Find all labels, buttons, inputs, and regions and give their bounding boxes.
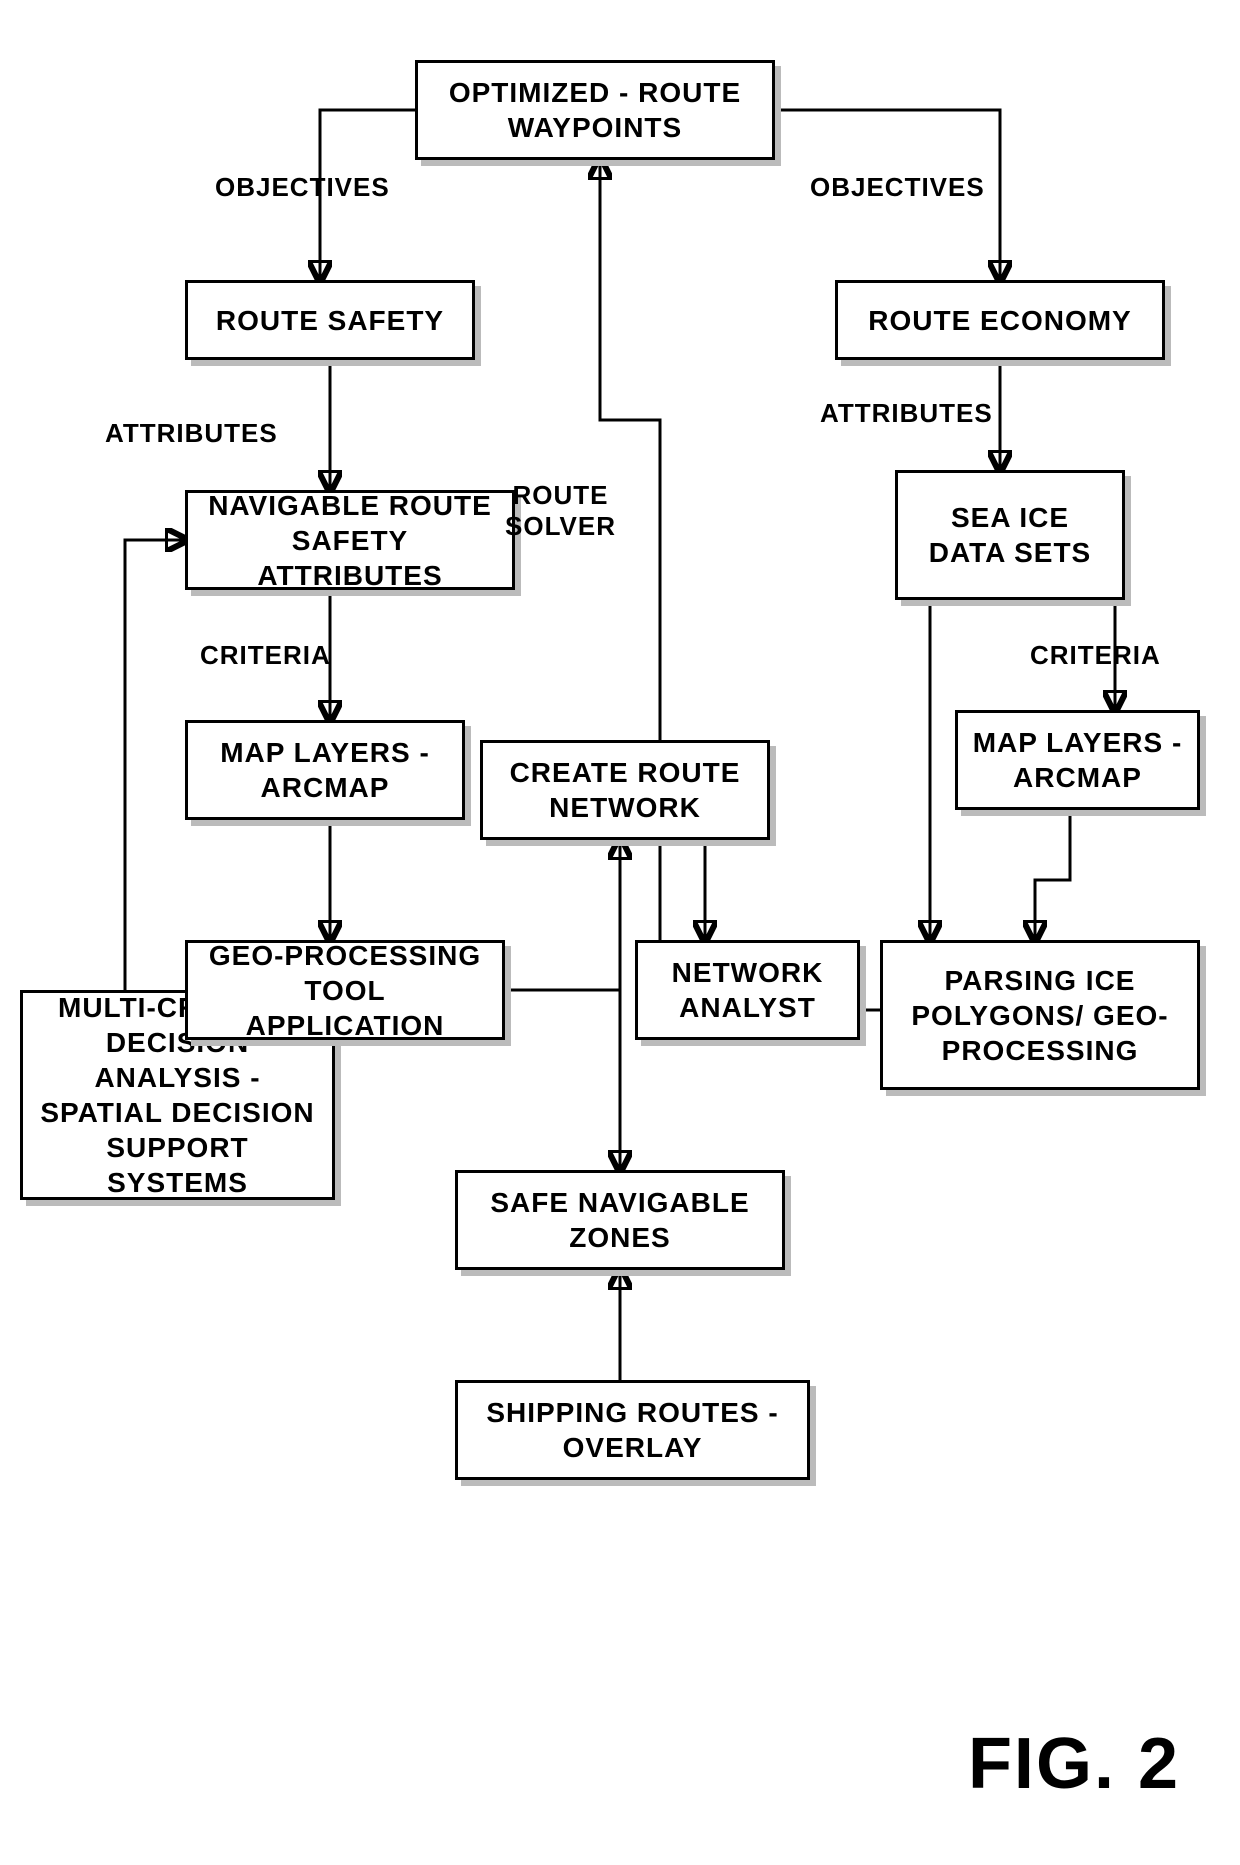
node-geo-tool: GEO-PROCESSING TOOL APPLICATION bbox=[185, 940, 505, 1040]
label-criteria-left: CRITERIA bbox=[200, 640, 331, 671]
edge-mapR-to-parse bbox=[1035, 810, 1070, 940]
node-map-layers-right: MAP LAYERS - ARCMAP bbox=[955, 710, 1200, 810]
label-attributes-right: ATTRIBUTES bbox=[820, 398, 993, 429]
diagram-canvas: OPTIMIZED - ROUTE WAYPOINTS ROUTE SAFETY… bbox=[0, 0, 1240, 1865]
node-navigable-attrs: NAVIGABLE ROUTE SAFETY ATTRIBUTES bbox=[185, 490, 515, 590]
node-safe-navigable-zones: SAFE NAVIGABLE ZONES bbox=[455, 1170, 785, 1270]
label-route-solver: ROUTE SOLVER bbox=[505, 480, 616, 542]
edge-mcda-to-nav bbox=[125, 540, 185, 990]
edge-geo-to-safe bbox=[505, 990, 620, 1170]
label-objectives-left: OBJECTIVES bbox=[215, 172, 390, 203]
node-parsing-ice: PARSING ICE POLYGONS/ GEO-PROCESSING bbox=[880, 940, 1200, 1090]
node-create-route-network: CREATE ROUTE NETWORK bbox=[480, 740, 770, 840]
node-sea-ice-data: SEA ICE DATA SETS bbox=[895, 470, 1125, 600]
node-map-layers-left: MAP LAYERS - ARCMAP bbox=[185, 720, 465, 820]
label-criteria-right: CRITERIA bbox=[1030, 640, 1161, 671]
node-optimized-waypoints: OPTIMIZED - ROUTE WAYPOINTS bbox=[415, 60, 775, 160]
node-route-safety: ROUTE SAFETY bbox=[185, 280, 475, 360]
label-objectives-right: OBJECTIVES bbox=[810, 172, 985, 203]
node-shipping-routes: SHIPPING ROUTES - OVERLAY bbox=[455, 1380, 810, 1480]
figure-label: FIG. 2 bbox=[968, 1723, 1180, 1805]
label-attributes-left: ATTRIBUTES bbox=[105, 418, 278, 449]
node-network-analyst: NETWORK ANALYST bbox=[635, 940, 860, 1040]
node-route-economy: ROUTE ECONOMY bbox=[835, 280, 1165, 360]
